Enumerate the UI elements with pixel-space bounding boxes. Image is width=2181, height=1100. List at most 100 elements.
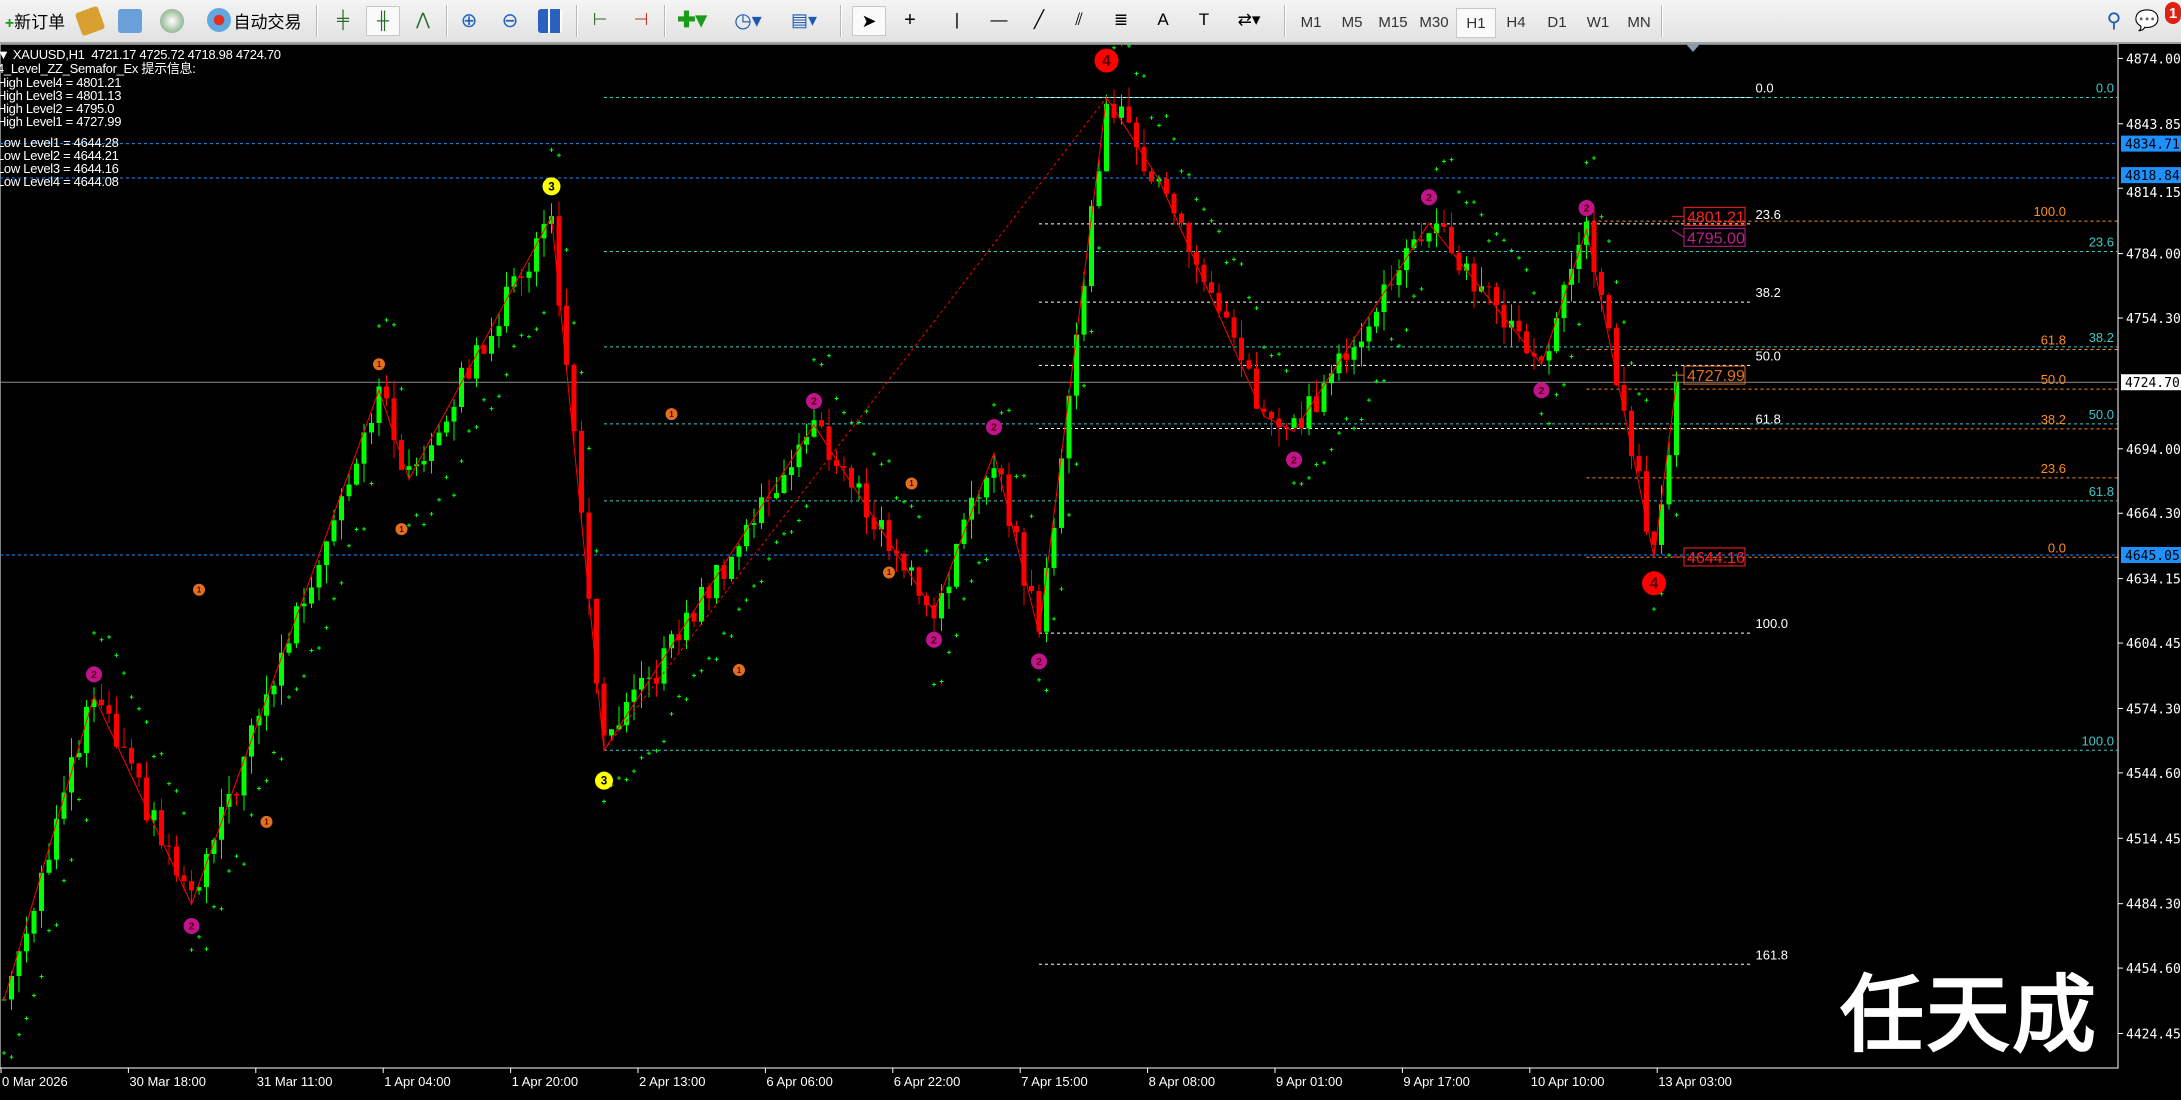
- sar-dot: [197, 934, 201, 939]
- semafor-marker-number: 1: [399, 525, 404, 534]
- bear-candle: [1276, 418, 1282, 428]
- bull-candle: [1464, 263, 1469, 271]
- bull-candle: [789, 467, 794, 476]
- sar-dot: [1367, 398, 1371, 403]
- bear-candle: [466, 367, 472, 379]
- bull-candle: [294, 606, 299, 644]
- line-chart-button[interactable]: ⋀: [408, 6, 438, 34]
- bar-chart-button[interactable]: ╪: [328, 6, 358, 34]
- timeframe-d1[interactable]: D1: [1547, 13, 1567, 31]
- bear-candle: [1239, 337, 1244, 361]
- price-tick-label: 4454.60: [2126, 962, 2181, 977]
- timeframe-m1[interactable]: M1: [1300, 13, 1322, 31]
- semafor-marker-number: 1: [264, 818, 269, 827]
- bull-candle: [526, 271, 532, 278]
- sar-dot: [1097, 245, 1101, 250]
- timeframe-m15[interactable]: M15: [1378, 13, 1408, 31]
- sar-dot: [167, 781, 171, 786]
- vertical-line-tool[interactable]: |: [945, 6, 969, 34]
- sar-dot: [1329, 447, 1334, 452]
- templates-button[interactable]: ▤▾: [784, 6, 824, 34]
- text-tool[interactable]: A: [1150, 6, 1176, 34]
- navigator-icon[interactable]: [160, 9, 184, 33]
- semafor-level-1-marker: [665, 408, 678, 421]
- sar-dot: [782, 531, 786, 536]
- bull-candle: [61, 792, 67, 819]
- sar-dot: [1029, 514, 1034, 519]
- price-tick-label: 4484.30: [2126, 898, 2181, 913]
- cursor-tool[interactable]: ➤: [852, 6, 886, 36]
- bear-candle: [834, 459, 839, 467]
- crosshair-tool[interactable]: +: [895, 6, 925, 34]
- timeframe-mn[interactable]: MN: [1627, 13, 1651, 31]
- indicators-button[interactable]: ✚▾: [672, 6, 712, 34]
- new-order-button[interactable]: + 新订单: [0, 6, 70, 34]
- sar-dot: [1337, 431, 1341, 436]
- price-chart[interactable]: 0.0 23.6 38.2 50.0 61.8 100.0 161.8 0.0 23.6 38.2…: [0, 41, 2181, 1095]
- tile-windows-icon[interactable]: [538, 9, 562, 33]
- zoom-out-icon: ⊖: [501, 9, 519, 32]
- sar-dot: [1569, 354, 1574, 359]
- sar-dot: [242, 862, 246, 867]
- sar-dot: [917, 514, 921, 519]
- timeframe-m30[interactable]: M30: [1419, 13, 1449, 31]
- trendline-tool[interactable]: ╱: [1025, 6, 1053, 34]
- bull-candle: [1321, 383, 1327, 412]
- sar-dot: [1314, 462, 1319, 467]
- add-indicator-icon: ✚▾: [677, 7, 707, 32]
- sar-dot: [1494, 231, 1499, 236]
- sar-dot: [99, 637, 104, 642]
- time-tick-label: 0 Mar 2026: [2, 1074, 68, 1089]
- sar-dot: [1224, 260, 1229, 265]
- bull-candle: [474, 345, 479, 379]
- sar-dot: [1502, 238, 1506, 243]
- sar-dot: [122, 671, 126, 676]
- time-tick-label: 31 Mar 11:00: [257, 1074, 333, 1089]
- timeframe-h4[interactable]: H4: [1506, 13, 1526, 31]
- auto-trading-button[interactable]: 自动交易: [200, 6, 308, 34]
- data-window-icon[interactable]: [118, 9, 142, 33]
- zoom-in-button[interactable]: ⊕: [455, 6, 483, 34]
- collapse-triangle-icon[interactable]: ▼: [0, 47, 10, 62]
- timeframe-w1[interactable]: W1: [1586, 13, 1610, 31]
- timeframe-m5[interactable]: M5: [1341, 13, 1363, 31]
- bull-candle: [151, 810, 157, 821]
- bull-candle: [301, 603, 307, 607]
- sar-dot: [819, 362, 824, 367]
- sar-dot: [1584, 160, 1589, 165]
- market-watch-icon[interactable]: [74, 5, 106, 37]
- search-button[interactable]: ⚲: [2100, 6, 2128, 34]
- candlestick-chart-button[interactable]: ╫: [366, 6, 400, 36]
- chart-canvas[interactable]: 0.023.638.250.061.8100.0161.80.023.638.2…: [0, 41, 2181, 1095]
- bull-candle: [1096, 171, 1102, 207]
- semafor-level-2-marker: [1578, 200, 1595, 217]
- sar-dot: [1254, 306, 1259, 311]
- fibonacci-tool[interactable]: ≣: [1107, 6, 1135, 34]
- equidistant-channel-tool[interactable]: ⫽: [1065, 6, 1093, 34]
- bull-candle: [759, 497, 764, 524]
- bear-candle: [144, 777, 149, 821]
- sar-dot: [272, 750, 276, 755]
- sar-dot: [1457, 189, 1461, 194]
- bear-candle: [1614, 328, 1619, 386]
- zoom-out-button[interactable]: ⊖: [496, 6, 524, 34]
- sar-dot: [1112, 45, 1116, 50]
- periods-button[interactable]: ◷▾: [728, 6, 768, 34]
- price-tick-label: 4843.85: [2126, 118, 2181, 133]
- bull-candle: [459, 367, 464, 407]
- arrows-tool[interactable]: ⇄▾: [1228, 6, 1270, 34]
- price-tick-label: 4424.45: [2126, 1027, 2181, 1042]
- autoscroll-button[interactable]: ⊢: [585, 6, 615, 34]
- horizontal-line-tool[interactable]: —: [985, 6, 1013, 34]
- semafor-marker-number: 3: [601, 775, 608, 788]
- high-level-3: High Level3 = 4801.13: [0, 88, 122, 103]
- bear-candle: [871, 517, 877, 530]
- timeframe-h1[interactable]: H1: [1456, 8, 1496, 38]
- text-label-tool[interactable]: T: [1191, 6, 1217, 34]
- bull-candle: [1351, 347, 1357, 360]
- sar-dot: [504, 372, 509, 377]
- sar-dot: [249, 812, 254, 817]
- separator: [316, 5, 318, 37]
- notifications-button[interactable]: 💬: [2134, 6, 2160, 34]
- chart-shift-button[interactable]: ⊣: [626, 6, 656, 34]
